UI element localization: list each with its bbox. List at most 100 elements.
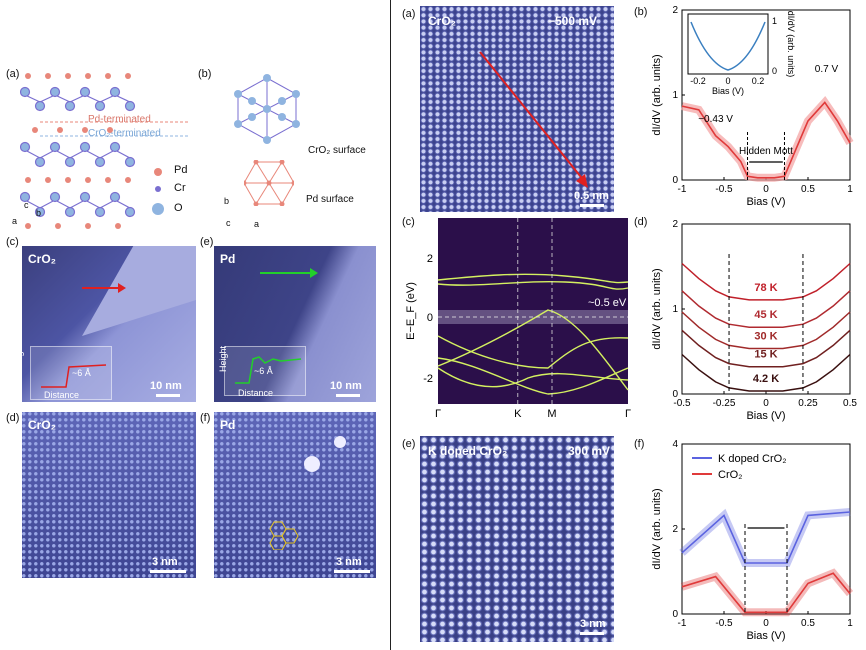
inset-frame (687, 13, 769, 75)
stm-image-d: CrO₂ 3 nm (22, 412, 196, 578)
temperature-label: 78 K (754, 282, 777, 294)
inset-x-tick: 0.2 (752, 76, 765, 86)
x-tick-label: 0 (763, 618, 769, 629)
x-tick-label: 0 (763, 398, 769, 409)
peak-left-label: −0.43 V (698, 114, 733, 125)
axis-c-label-b: c (226, 218, 231, 228)
x-tick-label: M (547, 408, 556, 420)
band-line (437, 367, 629, 388)
x-axis-label: Bias (V) (746, 630, 785, 642)
y-tick-label: 4 (672, 439, 678, 450)
cro2-surface-diagram (234, 74, 300, 144)
band-line (437, 357, 629, 395)
spectrum-line (681, 572, 851, 614)
scale-text-f: 3 nm (336, 556, 362, 568)
band-line (437, 280, 629, 290)
scalebar-d (150, 570, 186, 573)
hidden-mott-label: Hidden Mott (739, 146, 793, 157)
legend-cr-label: Cr (174, 182, 186, 194)
x-tick-label: -0.25 (713, 398, 736, 409)
x-tick-label: 1 (847, 618, 853, 629)
temperature-curve (681, 290, 851, 328)
scale-text-ra: 0.5 nm (574, 190, 609, 202)
band-bg (438, 218, 628, 404)
step-height-e: ~6 Å (254, 366, 273, 376)
stm-f-title: Pd (220, 418, 236, 432)
temperature-label: 45 K (754, 309, 777, 321)
inset-y-label: dI/dV (arb. units) (786, 11, 796, 78)
stm-d-title: CrO₂ (28, 418, 57, 432)
stm-image-right-e: K doped CrO₂ 300 mV 3 nm (420, 436, 614, 642)
y-tick-label: 2 (672, 524, 678, 535)
x-tick-label: 0 (763, 184, 769, 195)
legend-o-label: O (174, 202, 183, 214)
y-tick-label: -2 (423, 373, 433, 385)
y-tick-label: 1 (672, 304, 678, 315)
y-axis-label: dI/dV (arb. units) (651, 54, 663, 135)
panel-label-left-a: (a) (6, 68, 20, 80)
legend-pd-label: Pd (174, 164, 188, 176)
didv-chart-f: -1 -0.5 0 0.5 1 0 2 4 Bias (V) dI/dV (arb. units)… (651, 439, 853, 642)
x-tick-label: 0.5 (801, 618, 815, 629)
linecut-arrow (479, 51, 588, 188)
legend-label: K doped CrO₂ (718, 453, 786, 465)
x-tick-label: -0.5 (715, 618, 733, 629)
temperature-label: 15 K (754, 349, 777, 361)
inset-x-label: Bias (V) (712, 86, 744, 96)
x-tick-label: 0.5 (843, 398, 857, 409)
scalebar-f (334, 570, 370, 573)
temperature-curve (681, 262, 851, 301)
axis-b-label-b: b (224, 196, 230, 206)
band-line (437, 273, 629, 284)
cro2-layer-1 (20, 86, 136, 112)
scalebar-c (156, 394, 180, 397)
temperature-curve (681, 353, 851, 392)
y-tick-label: 0 (427, 312, 433, 324)
axis-b-label: b (36, 208, 42, 218)
crystal-structure-diagram (20, 73, 190, 229)
y-tick-label: 1 (672, 90, 678, 101)
scalebar-e (336, 394, 360, 397)
scale-text-e: 10 nm (330, 380, 362, 392)
stm-image-e: Pd ~6 Å Distance 10 nm (214, 246, 376, 402)
hexagon-overlay (269, 521, 299, 550)
stm-re-title: K doped CrO₂ (428, 444, 508, 458)
y-tick-label: 0 (672, 609, 678, 620)
band-line (437, 309, 629, 391)
x-tick-label: Γ (435, 408, 441, 420)
x-tick-label: 0.5 (801, 184, 815, 195)
y-tick-label: 2 (427, 253, 433, 265)
pd-terminated-label: Pd-terminated (88, 114, 151, 125)
panel-label-left-c: (c) (6, 236, 19, 248)
inset-x-tick: -0.2 (690, 76, 706, 86)
y-tick-label: 2 (672, 5, 678, 16)
stm-re-bias: 300 mV (568, 444, 611, 458)
y-tick-label: 0 (672, 175, 678, 186)
stm-image-right-a: CrO₂ −500 mV 0.5 nm (420, 6, 614, 212)
peak-right-label: 0.7 V (815, 64, 839, 75)
height-profile-inset-e (224, 346, 306, 396)
inset-xlabel-e: Distance (238, 388, 274, 398)
scalebar-re (580, 632, 604, 635)
scan-arrow-c (82, 287, 120, 289)
y-tick-label: 2 (672, 219, 678, 230)
x-tick-label: 0.25 (798, 398, 818, 409)
panel-label-right-c: (c) (402, 216, 415, 228)
scalebar-ra (580, 204, 604, 207)
legend-cr-swatch (155, 186, 161, 192)
band-line (437, 335, 629, 369)
y-axis-label: dI/dV (arb. units) (651, 488, 663, 569)
legend-label: CrO₂ (718, 469, 742, 481)
temperature-curve (681, 329, 851, 368)
scale-text-re: 3 nm (580, 618, 606, 630)
stm-ra-title: CrO₂ (428, 14, 457, 28)
legend-o-swatch (152, 203, 164, 215)
inset-ylabel-e: Height (218, 345, 228, 372)
x-tick-label: -0.5 (715, 184, 733, 195)
scan-arrow-e (260, 272, 312, 274)
axis-a-label-b: a (254, 219, 260, 229)
panel-divider (390, 0, 391, 650)
panel-label-left-b: (b) (198, 68, 212, 80)
cro2-surface-label: CrO₂ surface (308, 145, 366, 156)
y-axis-label: dI/dV (arb. units) (651, 268, 663, 349)
